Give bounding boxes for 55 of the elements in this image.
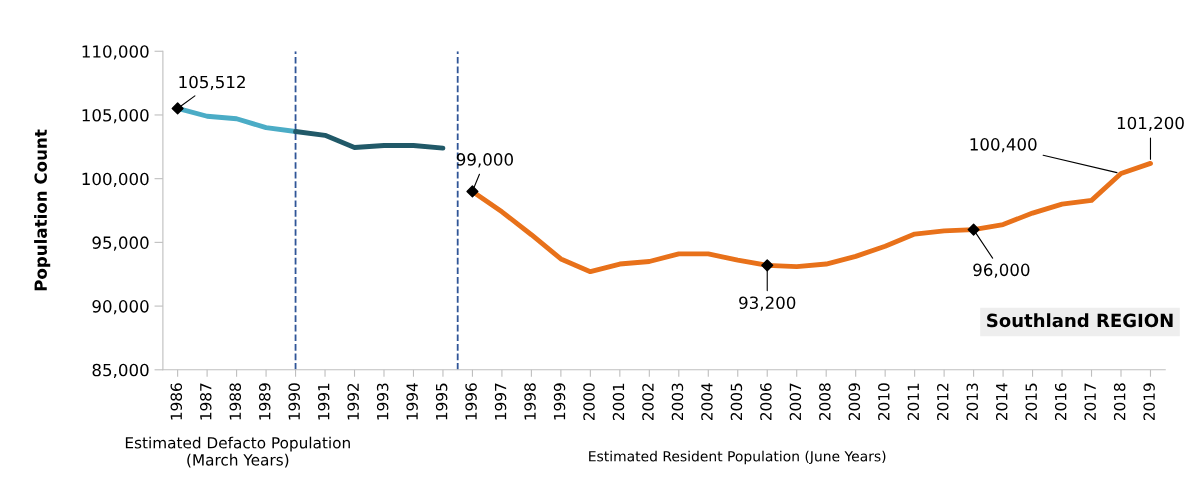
- y-axis-title: Population Count: [34, 129, 51, 291]
- annotation: 105,512: [179, 75, 245, 90]
- x-tick-label: 1989: [258, 383, 271, 420]
- x-tick-label: 2012: [937, 383, 949, 421]
- point: [466, 185, 479, 198]
- y-tick-label: 85,000: [92, 363, 149, 379]
- annotation: 101,200: [1117, 116, 1184, 132]
- x-tick-label: 2002: [642, 383, 654, 421]
- x-tick-label: 1991: [317, 383, 330, 420]
- x-tick-label: 2015: [1025, 383, 1037, 421]
- x-tick-label: 2019: [1143, 383, 1155, 421]
- annotation: 96,000: [973, 263, 1030, 278]
- line-series: [293, 129, 446, 151]
- y-tick-label: 105,000: [82, 108, 149, 124]
- x-tick-label: 2008: [819, 383, 831, 421]
- x-tick-label: 1994: [406, 383, 418, 420]
- x-tick-label: 2009: [848, 383, 861, 421]
- x-tick-label: 1997: [494, 383, 507, 420]
- x-tick-label: 1990: [288, 383, 300, 420]
- x-tick-label: 1998: [524, 383, 536, 420]
- x-tick-label: 2016: [1054, 383, 1067, 421]
- x-tick-label: 1995: [435, 383, 448, 420]
- x-tick-label: 2018: [1113, 383, 1126, 421]
- point: [171, 102, 184, 115]
- y-tick-label: 90,000: [92, 300, 149, 315]
- text: Estimated Resident Population (June Years): [589, 450, 886, 465]
- x-tick-label: 1986: [170, 383, 183, 420]
- x-tick-label: 2013: [966, 383, 979, 421]
- x-tick-label: 2004: [701, 383, 713, 421]
- text: Southland REGION: [987, 313, 1173, 328]
- annotation: 99,000: [456, 153, 513, 168]
- x-tick-label: 1999: [553, 383, 566, 420]
- x-tick-label: 2000: [583, 383, 595, 421]
- y-tick-label: 100,000: [82, 172, 149, 187]
- x-tick-label: 2014: [995, 383, 1008, 421]
- x-tick-label: 2001: [612, 383, 625, 421]
- x-tick-label: 2017: [1084, 383, 1096, 421]
- x-tick-label: 2011: [907, 383, 920, 421]
- text: Estimated Defacto Population (March Years): [125, 436, 350, 468]
- x-tick-label: 2003: [671, 383, 684, 421]
- annotation: 100,400: [970, 138, 1037, 153]
- point: [761, 259, 774, 272]
- y-tick-label: 110,000: [82, 45, 149, 60]
- y-tick-label: 95,000: [92, 236, 149, 251]
- x-tick-label: 1993: [376, 383, 389, 420]
- point: [967, 223, 980, 236]
- x-tick-label: 2006: [760, 383, 772, 421]
- x-tick-label: 1988: [229, 383, 242, 420]
- x-tick-label: 2010: [878, 383, 890, 421]
- x-tick-label: 2005: [730, 383, 743, 421]
- x-tick-label: 2007: [789, 383, 802, 421]
- x-tick-label: 1996: [465, 383, 477, 420]
- x-tick-label: 1987: [199, 383, 212, 420]
- annotation: 93,200: [739, 296, 796, 311]
- x-tick-label: 1992: [347, 383, 359, 420]
